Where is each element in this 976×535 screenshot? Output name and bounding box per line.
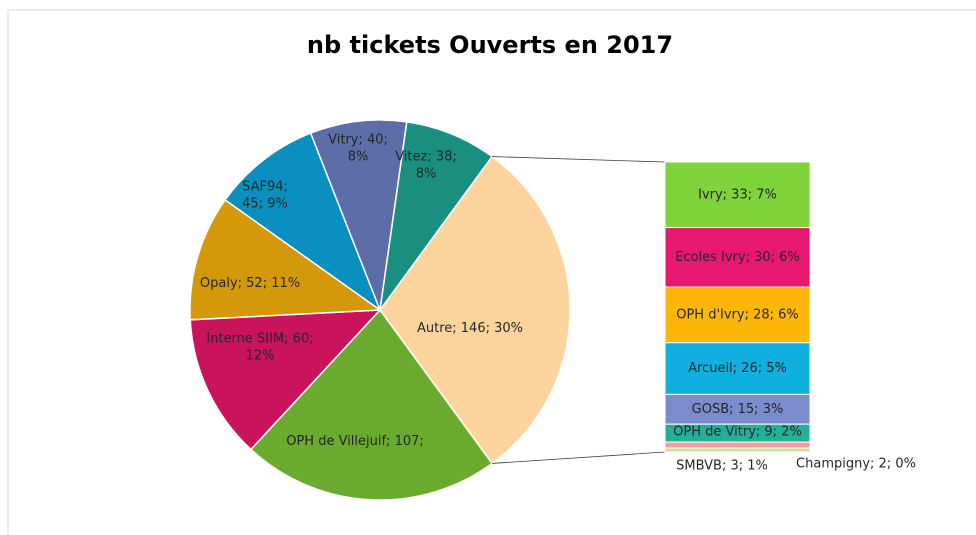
connector [492, 451, 666, 464]
connector [492, 156, 666, 163]
data-label: Ecoles Ivry; 30; 6% [675, 250, 800, 265]
data-label: SAF94; 45; 9% [242, 179, 288, 211]
pie-slice [379, 155, 571, 465]
pie-slice [379, 121, 494, 311]
bar-segment [664, 227, 811, 288]
data-label: Arcueil; 26; 5% [688, 361, 787, 376]
data-label: GOSB; 15; 3% [692, 402, 784, 417]
data-label: Autre; 146; 30% [417, 321, 523, 336]
bar-segment [664, 161, 811, 229]
data-label: OPH d'Ivry; 28; 6% [676, 307, 799, 322]
data-label: Ivry; 33; 7% [698, 187, 777, 202]
data-label: Vitry; 40; 8% [328, 132, 388, 164]
bar-segment [664, 441, 811, 449]
bar-segment [664, 447, 811, 453]
pie-slice [309, 119, 408, 313]
chart-title: nb tickets Ouverts en 2017 [307, 31, 673, 59]
pie-slice [189, 198, 383, 321]
data-label: Opaly; 52; 11% [200, 276, 300, 291]
data-label: OPH de Villejuif; 107; [286, 434, 424, 449]
data-label: Interne SIIM; 60; 12% [206, 331, 313, 363]
data-label: SMBVB; 3; 1% [676, 459, 768, 474]
pie-slice [224, 132, 382, 313]
pie-slice [189, 309, 382, 451]
bar-segment [664, 342, 811, 395]
data-label: Vitez; 38; 8% [395, 149, 457, 181]
bar-segment [664, 286, 811, 344]
data-label: OPH de Vitry; 9; 2% [673, 425, 802, 440]
data-label: Champigny; 2; 0% [796, 457, 916, 472]
pie-slice [249, 308, 494, 501]
